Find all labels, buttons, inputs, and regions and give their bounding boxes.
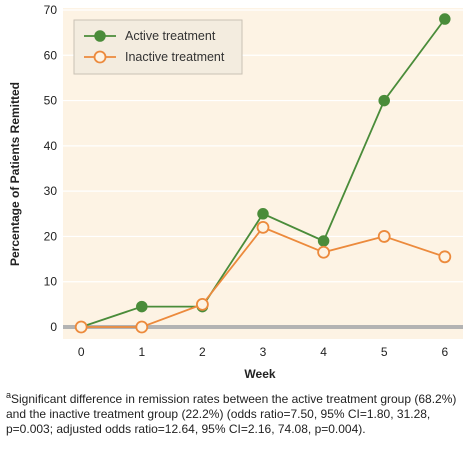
x-tick-label-1: 1 xyxy=(138,345,145,359)
x-tick-label-0: 0 xyxy=(78,345,85,359)
series-inactive-point-2 xyxy=(195,297,209,311)
y-tick-label-0: 0 xyxy=(50,320,57,334)
x-tick-label-3: 3 xyxy=(260,345,267,359)
series-inactive-point-0 xyxy=(74,320,88,334)
legend-swatch-inactive-marker xyxy=(93,50,107,64)
series-active-point-5 xyxy=(378,94,390,107)
y-tick-label-60: 60 xyxy=(44,48,58,62)
y-axis-ticks: 0 10 20 30 40 50 60 70 xyxy=(44,3,58,334)
x-axis-title: Week xyxy=(244,367,275,380)
footnote-text: Significant difference in remission rate… xyxy=(6,392,457,436)
legend-box xyxy=(73,19,243,75)
x-tick-label-6: 6 xyxy=(441,345,448,359)
series-active-point-3 xyxy=(257,208,269,220)
y-tick-label-70: 70 xyxy=(44,3,58,17)
legend-label-inactive: Inactive treatment xyxy=(125,50,225,64)
gridlines xyxy=(63,9,463,283)
series-inactive-point-3 xyxy=(256,220,270,234)
series-active-point-6 xyxy=(439,13,451,25)
line-chart: 0 10 20 30 40 50 60 70 0 1 2 3 4 5 6 Active treatment… xyxy=(8,3,463,380)
y-axis-title: Percentage of Patients Remitted xyxy=(8,82,22,266)
y-tick-label-30: 30 xyxy=(44,184,58,198)
series-active-point-4 xyxy=(317,235,330,247)
legend-swatch-active-marker xyxy=(94,30,106,42)
series-inactive-point-1 xyxy=(135,320,149,334)
y-tick-label-20: 20 xyxy=(44,229,58,243)
series-layer xyxy=(74,13,452,334)
series-inactive-point-5 xyxy=(377,230,391,243)
x-axis-ticks: 0 1 2 3 4 5 6 xyxy=(78,345,449,359)
legend: Active treatment Inactive treatment xyxy=(73,19,243,75)
x-tick-label-2: 2 xyxy=(199,345,206,359)
x-tick-label-4: 4 xyxy=(320,345,327,359)
y-tick-label-40: 40 xyxy=(44,139,58,153)
y-tick-label-50: 50 xyxy=(44,94,58,108)
series-inactive-point-4 xyxy=(317,245,331,259)
footnote-marker: a xyxy=(6,390,12,400)
footnote: aSignificant difference in remission rat… xyxy=(6,388,466,437)
legend-label-active: Active treatment xyxy=(125,29,216,43)
series-active-point-1 xyxy=(136,300,148,313)
x-tick-label-5: 5 xyxy=(381,345,388,359)
y-tick-label-10: 10 xyxy=(44,275,58,289)
series-inactive-point-6 xyxy=(438,250,452,264)
